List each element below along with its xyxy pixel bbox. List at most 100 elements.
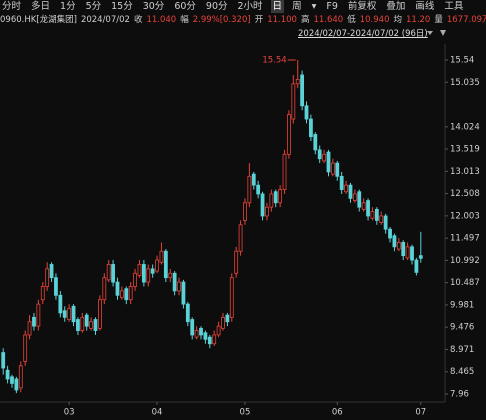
toolbar-button[interactable]: 多日 <box>31 1 51 12</box>
quote-label: 收 <box>133 15 143 25</box>
candle-body <box>370 211 375 219</box>
toolbar-button[interactable]: 分时 <box>2 1 22 12</box>
toolbar: 分时 多日 1分 5分 15分 30分 60分 90分 2小时日周 ▾ F9 前复权 叠加 画线 工具 <box>0 0 465 13</box>
candle-body <box>181 281 186 305</box>
toolbar-button[interactable]: 5分 <box>85 1 102 12</box>
candle-body <box>115 281 120 296</box>
candle-body <box>111 264 115 283</box>
quote-label: 均 <box>393 15 402 25</box>
candle-body <box>18 365 23 389</box>
candle-body <box>1 352 6 369</box>
y-tick-label: 7.96 <box>450 390 469 400</box>
candle-body <box>330 162 335 175</box>
candle-body <box>335 162 340 177</box>
candle-body <box>212 334 217 345</box>
candle-body <box>98 299 102 329</box>
candle-body <box>287 114 291 155</box>
candle-body <box>300 74 305 107</box>
candle-body <box>348 184 353 199</box>
candle-body <box>374 208 379 221</box>
toolbar-button[interactable]: 2小时 <box>237 1 263 12</box>
candle-body <box>344 184 348 193</box>
candle-body <box>392 235 397 248</box>
candle-body <box>260 193 265 217</box>
max-label: 15.54 <box>262 56 286 66</box>
symbol: 0960.HK[龙湖集团] <box>0 15 77 25</box>
candle-body <box>410 246 414 261</box>
quote-value: 1677.09万 <box>446 15 486 25</box>
candle-body <box>199 327 203 336</box>
y-tick-label: 9.981 <box>450 300 474 310</box>
candle-body <box>177 281 181 292</box>
candle-body <box>361 202 366 210</box>
candle-body <box>309 118 313 138</box>
toolbar-button[interactable]: F9 <box>326 1 338 12</box>
candle-body <box>185 303 190 323</box>
candle-body <box>23 334 28 362</box>
candle-body <box>168 272 173 279</box>
candle-body <box>146 268 151 283</box>
candle-body <box>159 250 164 263</box>
y-tick-label: 14.024 <box>450 122 480 132</box>
candle-body <box>383 215 388 230</box>
candle-body <box>84 314 89 327</box>
toolbar-button[interactable]: 1分 <box>60 1 76 12</box>
candle-body <box>203 332 208 340</box>
candle-body <box>339 175 344 190</box>
dropdown-icon[interactable] <box>427 31 433 35</box>
candle-body <box>225 314 230 323</box>
settings-icon[interactable] <box>440 30 446 36</box>
candle-body <box>62 310 67 318</box>
candle-body <box>76 319 80 331</box>
y-tick-label: 12.508 <box>450 189 480 199</box>
candle-body <box>418 255 423 259</box>
toolbar-button[interactable]: 前复权 <box>347 1 377 12</box>
quote-value: 11.040 <box>146 15 177 25</box>
toolbar-button[interactable]: 周 <box>292 1 302 12</box>
candle-body <box>40 286 45 301</box>
quote-value: 2.99%[0.320] <box>192 15 251 25</box>
toolbar-button[interactable]: 叠加 <box>386 1 406 12</box>
candle-body <box>133 272 137 287</box>
x-tick-label: 07 <box>415 408 426 418</box>
candle-body <box>401 242 406 257</box>
toolbar-button[interactable]: 30分 <box>142 1 165 12</box>
candle-body <box>27 321 32 336</box>
candle-body <box>89 321 94 329</box>
quote-value: 11.100 <box>267 15 297 25</box>
x-tick-label: 03 <box>64 408 75 418</box>
date-range[interactable]: 2024/02/07-2024/07/02 (96日) <box>298 29 428 39</box>
y-tick-label: 8.971 <box>450 345 474 355</box>
toolbar-button[interactable]: 工具 <box>444 1 464 12</box>
toolbar-button[interactable]: 90分 <box>205 1 228 12</box>
candle-body <box>80 316 85 331</box>
toolbar-button[interactable]: 日 <box>270 0 285 13</box>
candle-body <box>93 319 98 331</box>
quote-label: 高 <box>300 15 310 25</box>
quote-value: 11.640 <box>313 15 344 25</box>
candle-body <box>357 191 362 208</box>
candle-body <box>102 277 107 301</box>
candle-body <box>137 264 142 276</box>
candle-body <box>49 264 54 279</box>
toolbar-button[interactable]: 画线 <box>415 1 435 12</box>
candle-body <box>243 202 247 221</box>
y-tick-label: 11.497 <box>450 234 480 244</box>
toolbar-arrow[interactable]: ▾ <box>311 1 317 12</box>
candle-body <box>150 268 155 274</box>
candle-body <box>234 250 239 274</box>
y-tick-label: 15.54 <box>450 56 474 66</box>
candle-body <box>265 206 269 217</box>
candle-body <box>141 264 146 283</box>
candle-body <box>256 184 261 195</box>
candle-body <box>379 215 384 223</box>
quote-value: 10.940 <box>359 15 390 25</box>
toolbar-button[interactable]: 15分 <box>111 1 133 12</box>
candle-body <box>190 319 195 336</box>
toolbar-button[interactable]: 60分 <box>174 1 196 12</box>
candle-body <box>221 316 225 329</box>
y-tick-label: 15.035 <box>450 78 480 88</box>
candle-body <box>352 193 357 201</box>
candle-body <box>32 316 36 327</box>
